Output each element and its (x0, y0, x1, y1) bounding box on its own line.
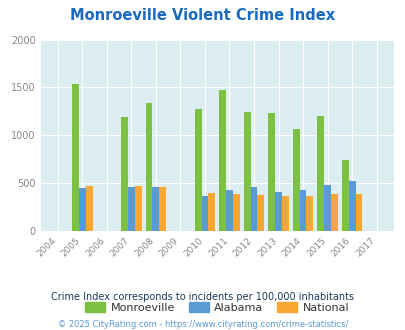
Bar (128, 187, 134, 231)
Bar (219, 90, 226, 231)
Bar (257, 195, 264, 231)
Bar (348, 181, 355, 231)
Bar (134, 186, 141, 231)
Bar (145, 103, 152, 231)
Bar (281, 196, 288, 231)
Bar (323, 185, 330, 231)
Bar (341, 160, 348, 231)
Bar (317, 116, 323, 231)
Bar (121, 117, 128, 231)
Bar (208, 193, 215, 231)
Bar (85, 185, 92, 231)
Legend: Monroeville, Alabama, National: Monroeville, Alabama, National (81, 298, 353, 317)
Bar (306, 196, 313, 231)
Bar (232, 194, 239, 231)
Bar (152, 187, 159, 231)
Bar (72, 83, 79, 231)
Bar (79, 188, 85, 231)
Bar (355, 194, 362, 231)
Text: Monroeville Violent Crime Index: Monroeville Violent Crime Index (70, 8, 335, 23)
Bar (243, 112, 250, 231)
Bar (268, 113, 275, 231)
Text: Crime Index corresponds to incidents per 100,000 inhabitants: Crime Index corresponds to incidents per… (51, 292, 354, 302)
Bar (275, 192, 281, 231)
Bar (292, 129, 299, 231)
Bar (201, 196, 208, 231)
Bar (330, 194, 337, 231)
Bar (250, 187, 257, 231)
Text: © 2025 CityRating.com - https://www.cityrating.com/crime-statistics/: © 2025 CityRating.com - https://www.city… (58, 320, 347, 329)
Bar (299, 190, 306, 231)
Bar (159, 187, 166, 231)
Bar (226, 190, 232, 231)
Bar (194, 110, 201, 231)
